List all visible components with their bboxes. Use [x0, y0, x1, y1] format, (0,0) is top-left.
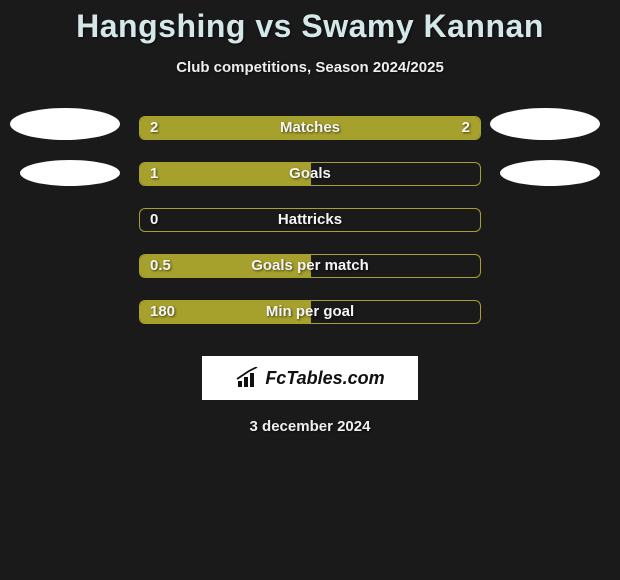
logo-box: FcTables.com [202, 356, 418, 400]
chart-icon [235, 367, 261, 389]
stat-track [139, 162, 481, 186]
subtitle: Club competitions, Season 2024/2025 [0, 59, 620, 76]
stat-fill-left [140, 117, 311, 139]
logo-text: FcTables.com [265, 368, 384, 389]
stat-track [139, 254, 481, 278]
date-line: 3 december 2024 [0, 418, 620, 435]
stat-track [139, 208, 481, 232]
stat-track [139, 300, 481, 324]
page-title: Hangshing vs Swamy Kannan [0, 0, 620, 45]
comparison-chart: Matches22Goals1Hattricks0Goals per match… [0, 108, 620, 338]
stat-fill-left [140, 255, 311, 277]
stat-row: Hattricks0 [0, 200, 620, 246]
stat-row: Goals1 [0, 154, 620, 200]
stat-row: Min per goal180 [0, 292, 620, 338]
stat-fill-right [309, 117, 480, 139]
stat-fill-left [140, 301, 311, 323]
stat-row: Goals per match0.5 [0, 246, 620, 292]
stat-row: Matches22 [0, 108, 620, 154]
stat-track [139, 116, 481, 140]
stat-fill-left [140, 163, 311, 185]
